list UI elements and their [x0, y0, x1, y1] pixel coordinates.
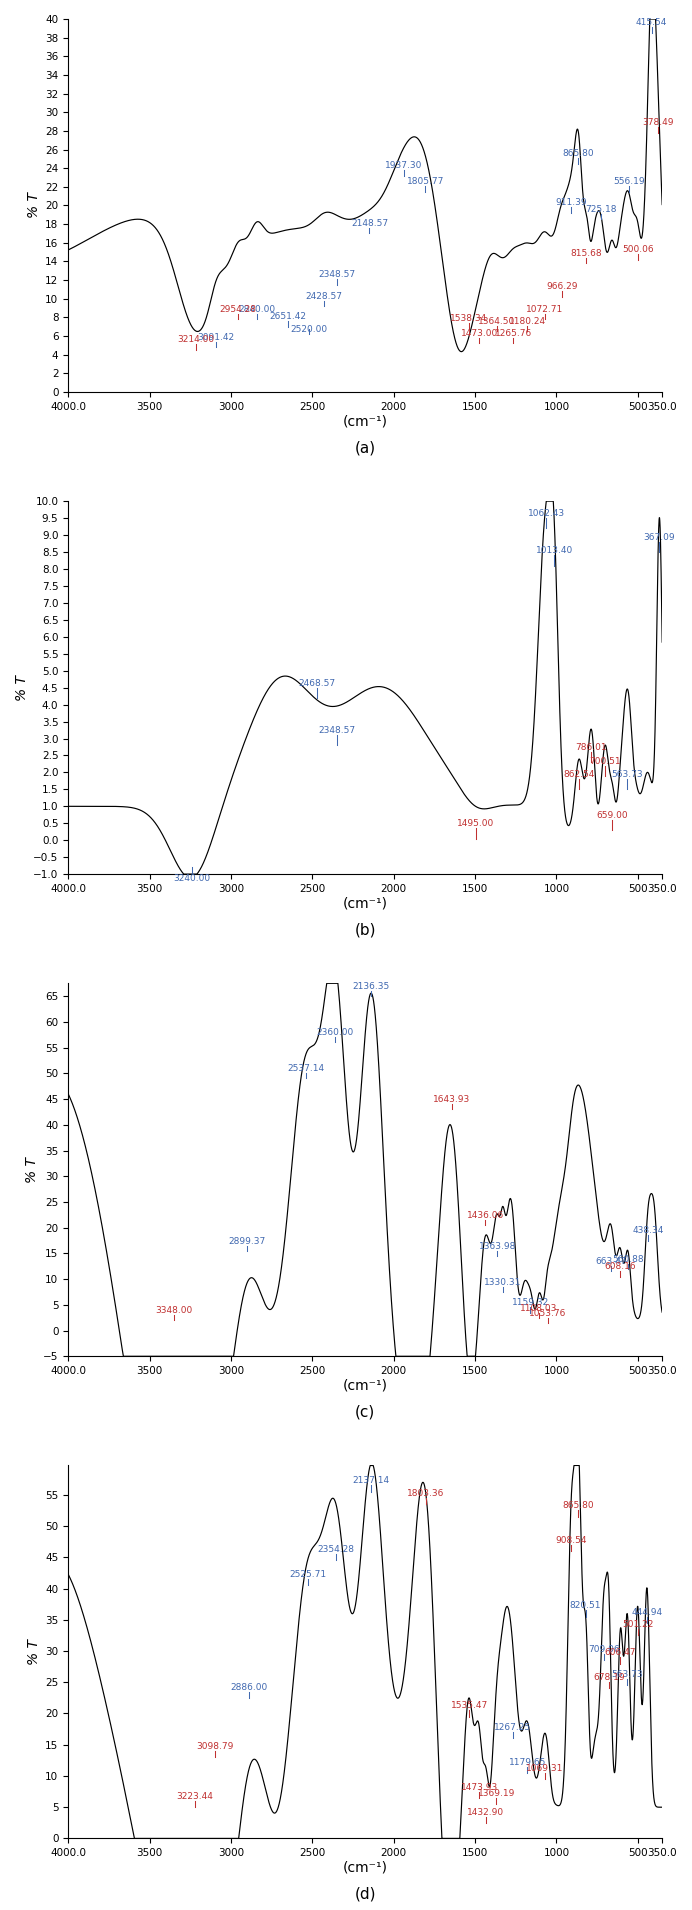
Text: 1159.32: 1159.32	[512, 1299, 549, 1308]
Text: 438.34: 438.34	[632, 1226, 664, 1236]
Text: 2136.35: 2136.35	[353, 982, 390, 991]
Text: 3348.00: 3348.00	[156, 1306, 193, 1316]
Text: 1432.90: 1432.90	[467, 1807, 504, 1816]
Text: 908.54: 908.54	[556, 1536, 587, 1545]
Text: 608.16: 608.16	[604, 1263, 636, 1272]
Text: 367.09: 367.09	[644, 533, 675, 542]
Text: 815.68: 815.68	[571, 248, 602, 258]
Text: 556.19: 556.19	[613, 178, 644, 185]
Text: 3214.00: 3214.00	[178, 336, 215, 344]
Text: 563.73: 563.73	[612, 770, 644, 779]
Text: 659.00: 659.00	[596, 812, 628, 819]
Text: 1363.98: 1363.98	[478, 1242, 516, 1251]
Text: 1179.65: 1179.65	[509, 1757, 546, 1767]
Text: 1330.31: 1330.31	[484, 1278, 521, 1287]
X-axis label: (cm⁻¹): (cm⁻¹)	[343, 1379, 388, 1392]
Text: 2348.57: 2348.57	[318, 726, 356, 735]
Text: 725.18: 725.18	[585, 204, 617, 214]
Text: 1803.36: 1803.36	[407, 1490, 444, 1497]
Text: 1369.19: 1369.19	[477, 1790, 515, 1797]
Text: 1436.06: 1436.06	[467, 1211, 504, 1220]
Text: 1069.31: 1069.31	[527, 1763, 564, 1772]
Text: 2348.57: 2348.57	[318, 269, 356, 279]
Text: 415.54: 415.54	[636, 19, 667, 27]
Text: 563.73: 563.73	[612, 1669, 644, 1679]
X-axis label: (cm⁻¹): (cm⁻¹)	[343, 896, 388, 911]
Y-axis label: % T: % T	[27, 1639, 41, 1666]
Text: 966.29: 966.29	[546, 283, 578, 290]
Text: 2899.37: 2899.37	[228, 1236, 266, 1245]
Text: 606.47: 606.47	[605, 1648, 636, 1658]
Text: 2954.28: 2954.28	[220, 306, 257, 313]
Text: 1180.24: 1180.24	[509, 317, 545, 327]
Y-axis label: % T: % T	[27, 193, 41, 218]
Text: 1805.77: 1805.77	[407, 178, 444, 185]
Text: 1062.43: 1062.43	[528, 510, 565, 518]
Text: 709.06: 709.06	[588, 1645, 619, 1654]
Text: 3240.00: 3240.00	[173, 875, 210, 882]
Text: 2651.42: 2651.42	[269, 311, 306, 321]
Text: 560.88: 560.88	[612, 1255, 644, 1264]
Text: 865.80: 865.80	[563, 1501, 594, 1511]
Text: 2428.57: 2428.57	[305, 292, 343, 300]
Text: 1108.03: 1108.03	[520, 1303, 558, 1312]
Text: 663.47: 663.47	[595, 1257, 627, 1266]
Text: 2354.28: 2354.28	[318, 1545, 354, 1555]
Text: 2468.57: 2468.57	[299, 678, 336, 688]
Y-axis label: % T: % T	[25, 1157, 39, 1182]
Text: 1265.76: 1265.76	[495, 329, 531, 338]
Text: 2840.00: 2840.00	[238, 306, 275, 313]
Text: 1053.76: 1053.76	[529, 1308, 566, 1318]
Text: (c): (c)	[355, 1404, 375, 1419]
Text: 1535.47: 1535.47	[450, 1702, 488, 1709]
Text: 862.54: 862.54	[563, 770, 594, 779]
Text: 1495.00: 1495.00	[457, 819, 495, 829]
Text: 2520.00: 2520.00	[291, 325, 327, 334]
Text: 786.01: 786.01	[576, 743, 607, 753]
Text: 1364.50: 1364.50	[478, 317, 516, 327]
Text: 3223.44: 3223.44	[176, 1792, 213, 1801]
Y-axis label: % T: % T	[15, 674, 29, 701]
Text: 2360.00: 2360.00	[316, 1028, 354, 1037]
Text: 2137.14: 2137.14	[353, 1476, 390, 1486]
Text: 501.22: 501.22	[622, 1620, 653, 1629]
Text: 1538.34: 1538.34	[450, 313, 487, 323]
Text: 2148.57: 2148.57	[351, 220, 388, 227]
Text: 911.39: 911.39	[555, 199, 587, 208]
Text: 1473.00: 1473.00	[461, 329, 498, 338]
Text: (d): (d)	[354, 1887, 376, 1902]
Text: 2537.14: 2537.14	[288, 1064, 325, 1073]
Text: 2525.71: 2525.71	[289, 1570, 327, 1580]
Text: 1473.93: 1473.93	[461, 1782, 498, 1792]
Text: 700.51: 700.51	[590, 756, 621, 766]
Text: (b): (b)	[354, 923, 376, 938]
Text: 1072.71: 1072.71	[526, 306, 563, 313]
Text: 3091.42: 3091.42	[197, 332, 235, 342]
Text: 2886.00: 2886.00	[231, 1683, 268, 1692]
Text: 820.51: 820.51	[570, 1601, 601, 1610]
X-axis label: (cm⁻¹): (cm⁻¹)	[343, 414, 388, 428]
Text: 1267.25: 1267.25	[494, 1723, 531, 1732]
Text: 1013.40: 1013.40	[536, 546, 573, 556]
Text: 1937.30: 1937.30	[385, 160, 423, 170]
Text: 3098.79: 3098.79	[196, 1742, 233, 1751]
X-axis label: (cm⁻¹): (cm⁻¹)	[343, 1860, 388, 1876]
Text: 678.19: 678.19	[593, 1673, 625, 1683]
Text: 500.06: 500.06	[622, 244, 653, 254]
Text: 444.94: 444.94	[631, 1608, 662, 1616]
Text: 1643.93: 1643.93	[433, 1094, 471, 1104]
Text: (a): (a)	[354, 441, 376, 455]
Text: 865.80: 865.80	[563, 149, 594, 159]
Text: 378.49: 378.49	[641, 118, 673, 128]
